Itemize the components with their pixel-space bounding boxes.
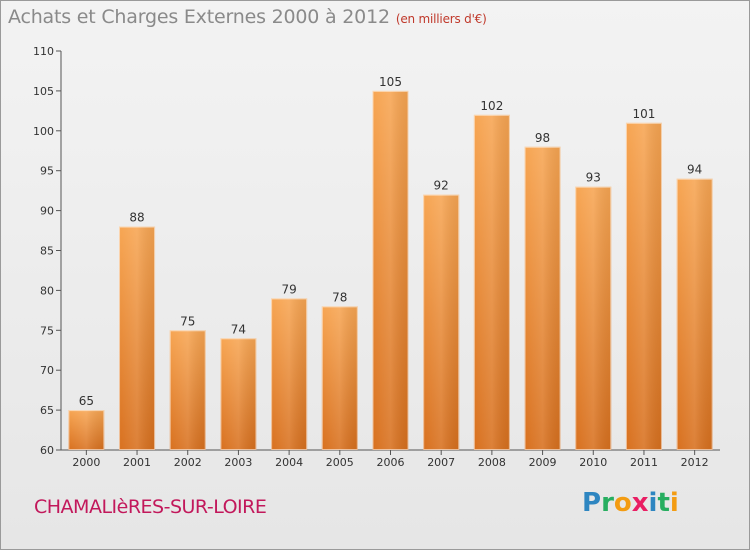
x-axis: 2000 2001 2002 2003 2004 2005 2006 2007 2008 2009… — [61, 449, 720, 469]
bar-value-label: 88 — [129, 211, 144, 225]
y-tick-label: 60 — [40, 444, 54, 457]
x-tick-label: 2008 — [478, 456, 506, 469]
bar-value-label: 92 — [434, 179, 449, 193]
logo-letter: i — [648, 488, 658, 518]
y-tick-label: 80 — [40, 284, 54, 297]
bar-sheen — [676, 178, 713, 450]
bar-value-label: 105 — [379, 75, 402, 89]
bar-outline — [271, 298, 308, 450]
y-axis: 60 65 70 75 80 85 90 95 100 105 110 — [33, 45, 62, 457]
bar-outline — [625, 122, 662, 450]
x-tick-label: 2004 — [275, 456, 303, 469]
x-tick-label: 2005 — [326, 456, 354, 469]
bar-outline — [524, 146, 561, 450]
x-tick-label: 2009 — [529, 456, 557, 469]
bar-outline — [372, 90, 409, 451]
y-tick-label: 100 — [33, 125, 54, 138]
bars — [68, 90, 713, 451]
y-tick-label: 75 — [40, 324, 54, 337]
bar-value-label: 98 — [535, 131, 550, 145]
bar-value-label: 102 — [480, 99, 503, 113]
y-tick-label: 95 — [40, 165, 54, 178]
x-tick-label: 2006 — [377, 456, 405, 469]
bar-outline — [68, 410, 105, 451]
bar-sheen — [423, 194, 460, 450]
x-tick-label: 2012 — [681, 456, 709, 469]
bar-outline — [169, 330, 206, 450]
bar-outline — [423, 194, 460, 450]
bar-value-label: 75 — [180, 314, 195, 328]
bar-sheen — [220, 338, 257, 450]
bar-outline — [473, 114, 510, 450]
bar-value-label: 65 — [79, 394, 94, 408]
chart-unit: (en milliers d'€) — [395, 12, 487, 26]
y-tick-label: 105 — [33, 85, 54, 98]
bar-value-label: 101 — [633, 107, 656, 121]
bar-outline — [321, 306, 358, 450]
bar-sheen — [625, 122, 662, 450]
bar-sheen — [119, 226, 156, 450]
bar-sheen — [575, 186, 612, 450]
bar-sheen — [169, 330, 206, 450]
bar-outline — [676, 178, 713, 450]
place-name: CHAMALIèRES-SUR-LOIRE — [34, 496, 267, 518]
x-tick-label: 2010 — [579, 456, 607, 469]
y-tick-label: 65 — [40, 404, 54, 417]
logo-letter: t — [657, 488, 670, 518]
bar-outline — [575, 186, 612, 450]
bar-sheen — [473, 114, 510, 450]
y-tick-label: 85 — [40, 245, 54, 258]
bar-value-label: 78 — [332, 290, 347, 304]
logo-letter: o — [613, 488, 632, 518]
bar-outline — [119, 226, 156, 450]
bar-sheen — [524, 146, 561, 450]
bar-sheen — [321, 306, 358, 450]
bar-sheen — [68, 410, 105, 450]
logo-letter: i — [669, 488, 679, 518]
logo-letter: x — [631, 488, 649, 518]
chart-title-text: Achats et Charges Externes 2000 à 2012 — [8, 6, 390, 28]
logo-letter: r — [601, 488, 614, 518]
x-tick-label: 2011 — [630, 456, 658, 469]
logo-letter: P — [582, 488, 602, 518]
x-tick-label: 2003 — [224, 456, 252, 469]
x-tick-label: 2000 — [72, 456, 100, 469]
bar-value-label: 74 — [231, 322, 246, 336]
bar-sheen — [372, 90, 409, 451]
proxiti-logo[interactable]: Proxiti — [582, 488, 679, 518]
value-labels: 65 88 75 74 79 78 105 92 102 98 93 101 94 — [79, 75, 703, 408]
chart-title: Achats et Charges Externes 2000 à 2012 (e… — [8, 6, 487, 28]
y-tick-label: 110 — [33, 45, 54, 58]
x-tick-label: 2001 — [123, 456, 151, 469]
y-tick-label: 70 — [40, 364, 54, 377]
x-tick-label: 2007 — [427, 456, 455, 469]
x-tick-label: 2002 — [174, 456, 202, 469]
y-tick-label: 90 — [40, 205, 54, 218]
bar-value-label: 79 — [281, 282, 296, 296]
bar-value-label: 93 — [586, 171, 601, 185]
bar-sheen — [271, 298, 308, 450]
bar-outline — [220, 338, 257, 450]
bar-value-label: 94 — [687, 163, 702, 177]
